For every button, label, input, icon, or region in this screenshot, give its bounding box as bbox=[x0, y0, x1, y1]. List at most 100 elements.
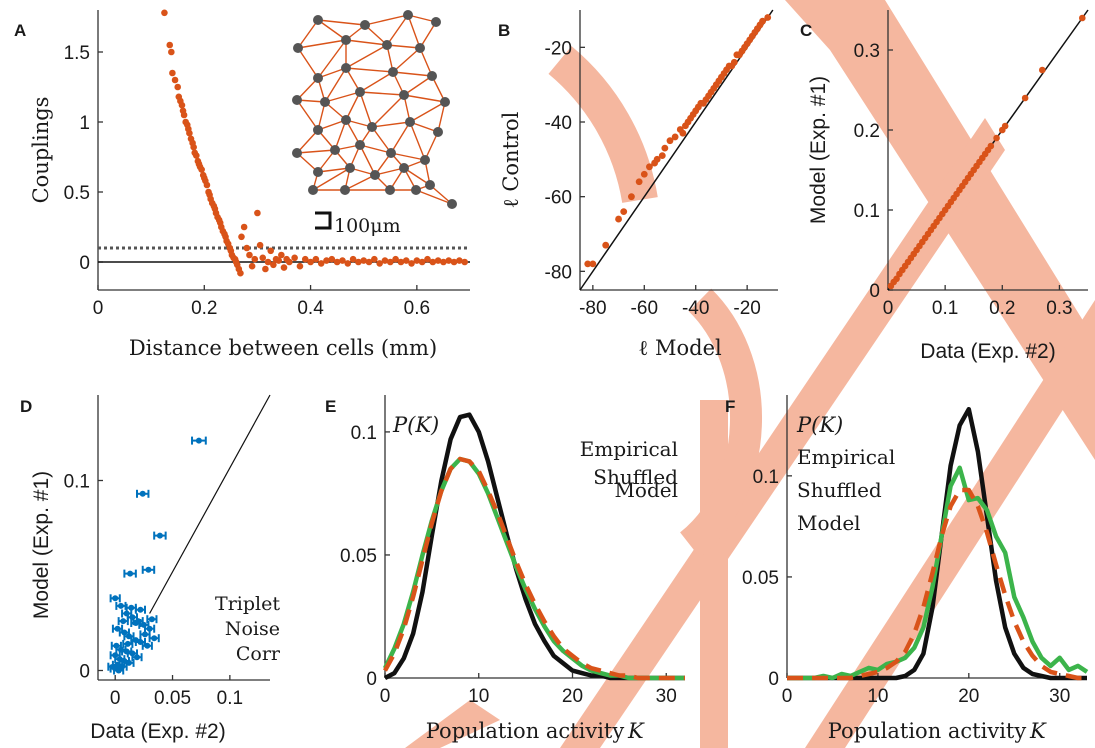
y-tick-label: 0.5 bbox=[64, 183, 90, 204]
data-point bbox=[190, 143, 197, 151]
panel-letter-a: A bbox=[14, 21, 26, 40]
network-edge bbox=[317, 39, 347, 79]
x-tick-label: 0.4 bbox=[297, 298, 324, 319]
network-edge bbox=[390, 152, 426, 161]
data-point bbox=[666, 137, 674, 145]
network-node bbox=[440, 97, 450, 107]
data-point bbox=[456, 257, 463, 264]
x-tick-label: 0.05 bbox=[154, 688, 191, 709]
identity-line bbox=[149, 394, 271, 614]
data-point bbox=[646, 163, 653, 171]
data-point bbox=[243, 244, 251, 252]
data-point bbox=[386, 258, 394, 266]
data-point bbox=[628, 193, 635, 201]
data-point bbox=[756, 21, 764, 29]
legend-shuffled: Shuffled bbox=[593, 465, 678, 489]
panel-a: 0 0.2 0.4 0.6 0 0.5 1 1.5 100μm Couplings Distance… bbox=[29, 9, 470, 360]
network-edge bbox=[386, 44, 421, 49]
x-tick-label: -20 bbox=[733, 298, 760, 319]
network-edge bbox=[409, 101, 446, 123]
y-tick-label: 0.1 bbox=[64, 472, 90, 493]
data-point bbox=[120, 618, 127, 625]
data-point bbox=[278, 251, 285, 259]
network-edge bbox=[409, 121, 426, 161]
panel-b: -80 -60 -40 -20 -80 -60 -40 -20 ℓ Control ℓ Model bbox=[499, 9, 778, 360]
network-edge bbox=[419, 21, 437, 49]
data-point bbox=[381, 257, 389, 264]
data-point bbox=[710, 85, 718, 92]
network-node bbox=[447, 199, 457, 209]
data-point bbox=[397, 258, 405, 266]
network-edge bbox=[345, 39, 388, 46]
network-node bbox=[411, 185, 421, 195]
network-node bbox=[360, 20, 370, 30]
x-axis-label: Data (Exp. #2) bbox=[920, 340, 1055, 363]
network-edge bbox=[317, 19, 366, 26]
y-tick-label: 0.05 bbox=[340, 546, 377, 567]
data-point bbox=[355, 258, 362, 266]
data-point bbox=[112, 595, 119, 602]
network-edge bbox=[390, 121, 411, 154]
data-point bbox=[679, 129, 687, 137]
legend-empirical: Empirical bbox=[797, 445, 895, 469]
data-point bbox=[751, 29, 759, 36]
network-edge bbox=[403, 75, 433, 96]
legend-shuffled: Shuffled bbox=[797, 478, 882, 502]
watermark-arc bbox=[548, 46, 658, 204]
data-point bbox=[705, 92, 712, 100]
network-node bbox=[330, 145, 340, 155]
network-node bbox=[405, 117, 415, 127]
data-point bbox=[291, 254, 298, 262]
network-node bbox=[313, 15, 323, 25]
network-node bbox=[345, 163, 355, 173]
network-edge bbox=[297, 47, 319, 79]
network-edge bbox=[345, 44, 388, 69]
data-point bbox=[741, 43, 748, 51]
data-point bbox=[365, 258, 373, 266]
watermark-stripe bbox=[405, 700, 500, 748]
data-point bbox=[434, 257, 442, 264]
data-point bbox=[602, 241, 610, 249]
data-point bbox=[371, 255, 378, 263]
x-tick-label: 0 bbox=[110, 688, 121, 709]
data-point bbox=[137, 606, 144, 613]
data-point bbox=[262, 265, 269, 273]
y-tick-label: -20 bbox=[545, 38, 572, 59]
data-point bbox=[117, 602, 124, 609]
data-point bbox=[133, 654, 140, 661]
network-node bbox=[382, 40, 392, 50]
data-point bbox=[109, 663, 116, 670]
network-edge bbox=[424, 131, 439, 161]
x-tick-label: 0 bbox=[380, 686, 391, 707]
network-node bbox=[341, 35, 351, 45]
data-point bbox=[238, 233, 245, 241]
y-axis-label: Model (Exp. #1) bbox=[30, 471, 53, 619]
y-tick-label: 0 bbox=[366, 669, 377, 690]
network-edge bbox=[359, 91, 373, 128]
x-tick-label: -80 bbox=[579, 298, 606, 319]
x-tick-label: 0.2 bbox=[989, 298, 1015, 319]
x-axis-label: Data (Exp. #2) bbox=[90, 720, 225, 743]
annotation-line: Corr bbox=[236, 643, 281, 665]
network-node bbox=[293, 43, 303, 53]
network-node bbox=[431, 17, 441, 27]
network-edge bbox=[371, 94, 405, 128]
network-node bbox=[313, 167, 323, 177]
data-point bbox=[139, 490, 146, 497]
network-node bbox=[313, 73, 323, 83]
y-tick-label: 0.1 bbox=[854, 201, 880, 222]
data-point bbox=[240, 223, 248, 231]
series-line-model bbox=[383, 456, 685, 681]
network-edge bbox=[419, 47, 433, 77]
data-point bbox=[296, 262, 304, 270]
network-edge bbox=[392, 71, 433, 77]
watermark-ribbons bbox=[405, 0, 1095, 748]
network-node bbox=[388, 67, 398, 77]
watermark-stripe bbox=[700, 400, 728, 748]
network-node bbox=[420, 155, 430, 165]
data-point bbox=[193, 152, 200, 159]
network-edge bbox=[297, 39, 347, 49]
data-point bbox=[440, 258, 447, 266]
data-point bbox=[171, 76, 179, 84]
network-edge bbox=[345, 91, 361, 121]
